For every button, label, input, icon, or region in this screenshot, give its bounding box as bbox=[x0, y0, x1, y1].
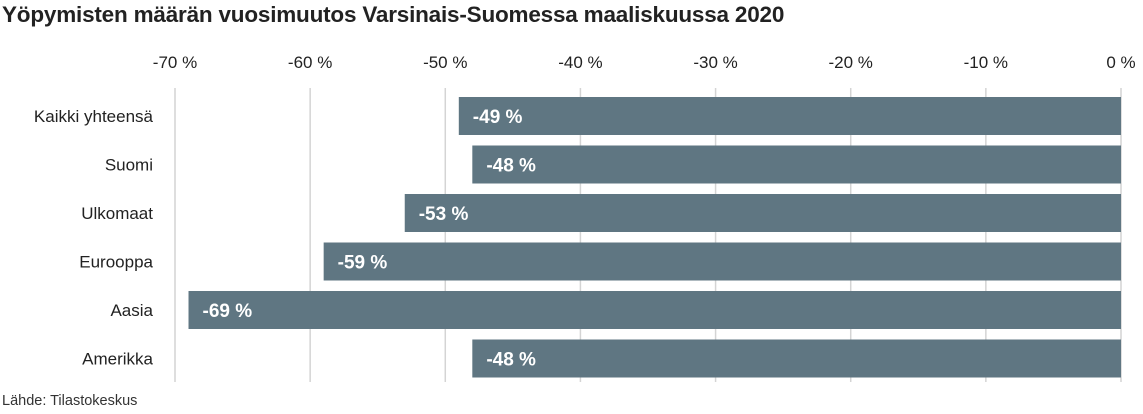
data-label: -69 % bbox=[203, 301, 253, 322]
category-label: Aasia bbox=[110, 301, 153, 320]
category-label: Eurooppa bbox=[79, 253, 153, 272]
bar bbox=[323, 242, 1122, 281]
x-tick-label: -10 % bbox=[964, 53, 1008, 72]
bar bbox=[188, 291, 1121, 329]
x-tick-label: -60 % bbox=[288, 53, 332, 72]
source-note: Lähde: Tilastokeskus bbox=[2, 393, 138, 409]
gridlines bbox=[174, 88, 1122, 382]
x-tick-label: 0 % bbox=[1106, 53, 1135, 72]
category-label: Kaikki yhteensä bbox=[34, 107, 154, 126]
data-label: -48 % bbox=[486, 156, 536, 177]
x-axis-ticks: -70 % -60 % -50 % -40 % -30 % -20 % -10 % 0 % bbox=[153, 53, 1136, 72]
bar bbox=[472, 339, 1121, 378]
bars bbox=[188, 97, 1122, 378]
category-label: Amerikka bbox=[82, 350, 153, 369]
category-labels: Kaikki yhteensä Suomi Ulkomaat Eurooppa Aasi… bbox=[34, 107, 154, 369]
data-labels: -49 % -48 % -53 % -59 % -69 % -48 % bbox=[203, 107, 537, 371]
chart-title: Yöpymisten määrän vuosimuutos Varsinais-… bbox=[2, 2, 785, 27]
x-tick-label: -20 % bbox=[829, 53, 873, 72]
bar bbox=[404, 194, 1121, 232]
data-label: -53 % bbox=[419, 204, 469, 225]
x-tick-label: -30 % bbox=[693, 53, 737, 72]
bar bbox=[472, 145, 1121, 184]
category-label: Ulkomaat bbox=[81, 204, 153, 223]
data-label: -59 % bbox=[338, 253, 388, 274]
x-tick-label: -40 % bbox=[558, 53, 602, 72]
data-label: -49 % bbox=[473, 107, 523, 128]
category-label: Suomi bbox=[105, 156, 153, 175]
bar bbox=[458, 97, 1121, 135]
x-tick-label: -70 % bbox=[153, 53, 197, 72]
data-label: -48 % bbox=[486, 350, 536, 371]
x-tick-label: -50 % bbox=[423, 53, 467, 72]
